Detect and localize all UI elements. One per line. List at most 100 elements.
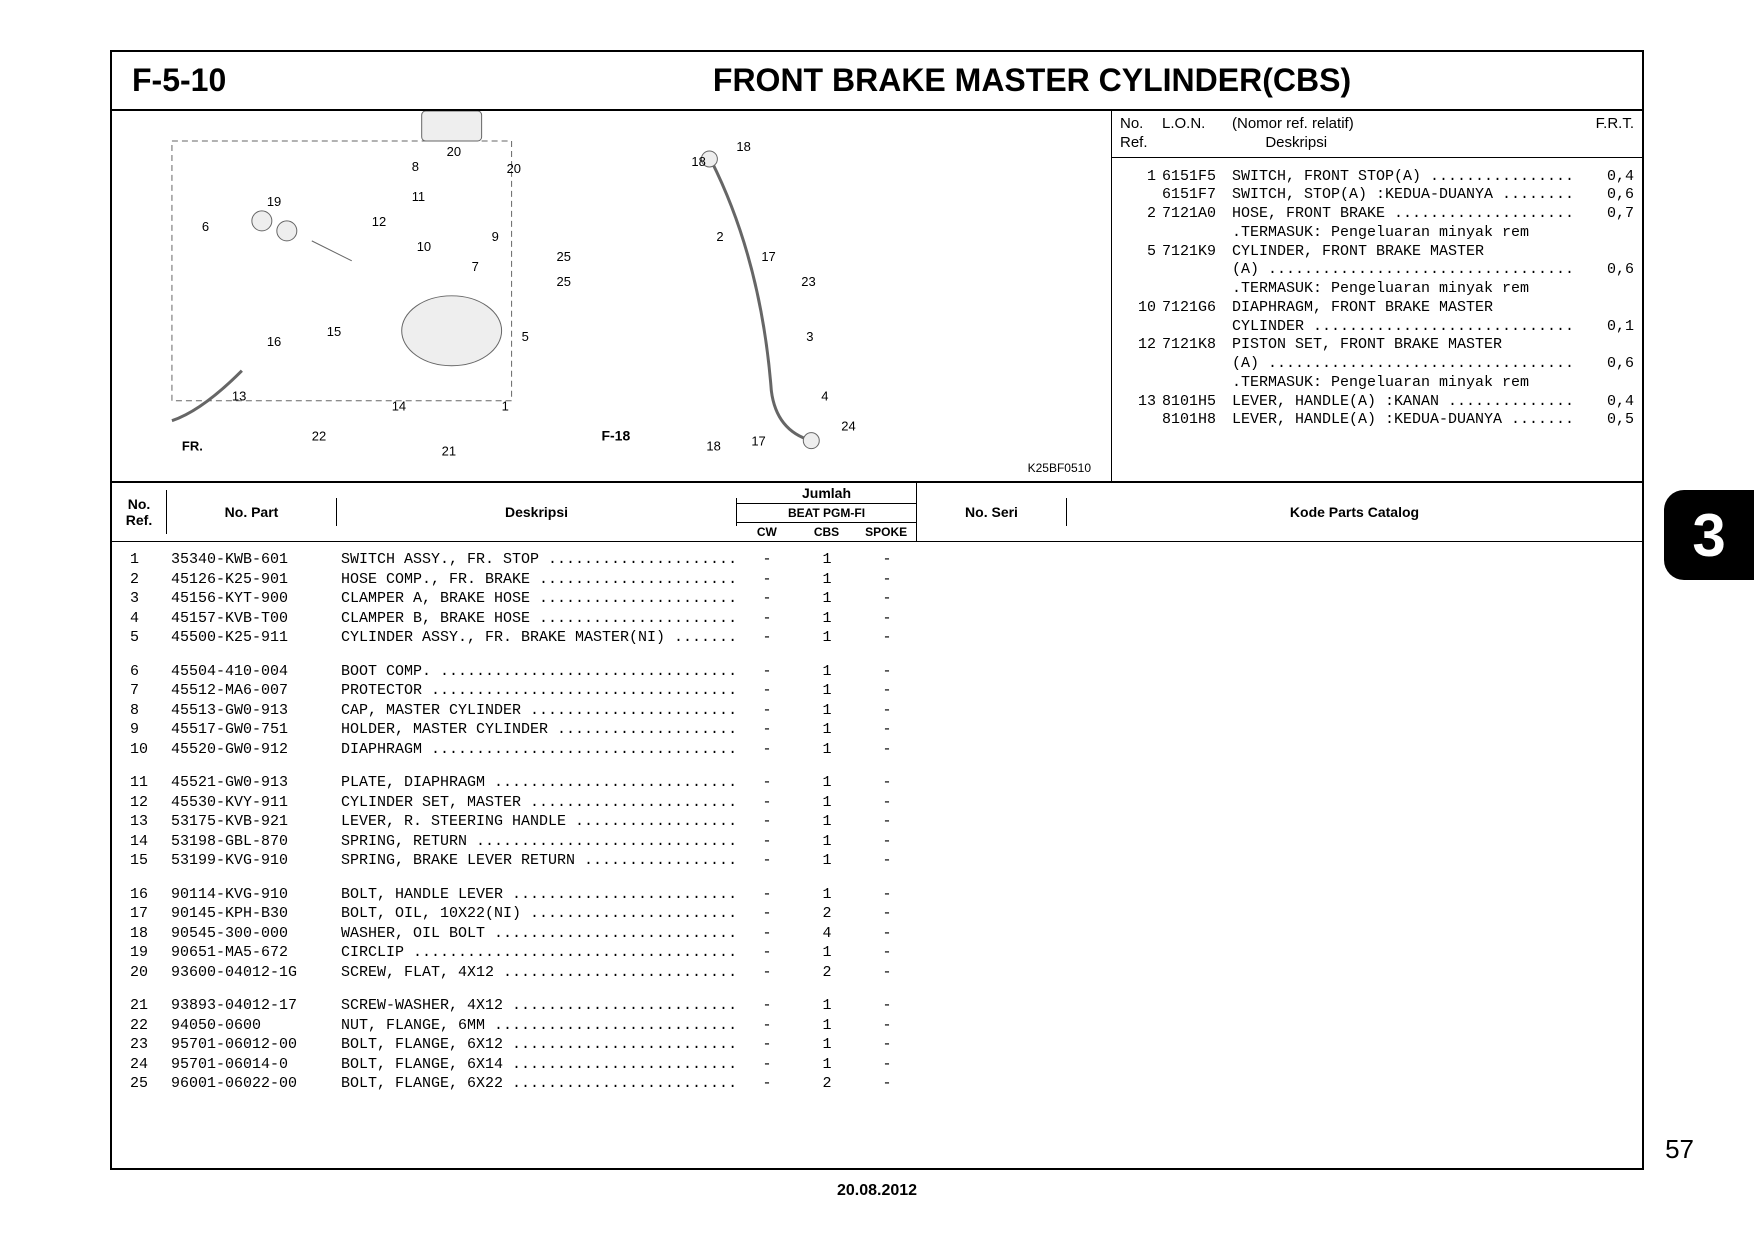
svg-text:10: 10 (417, 239, 431, 254)
ref-hdr-lon: L.O.N. (1162, 115, 1232, 153)
parts-row: 2294050-0600NUT, FLANGE, 6MM ...........… (112, 1016, 1642, 1036)
parts-row: 745512-MA6-007PROTECTOR ................… (112, 681, 1642, 701)
ph-qty-cw: CW (737, 523, 797, 541)
svg-text:18: 18 (691, 154, 705, 169)
ph-part: No. Part (167, 498, 337, 526)
ph-qty-top: Jumlah (737, 483, 916, 504)
parts-row: 645504-410-004BOOT COMP. ...............… (112, 662, 1642, 682)
svg-text:24: 24 (841, 419, 855, 434)
svg-text:16: 16 (267, 334, 281, 349)
ref-table-header: No.Ref. L.O.N. (Nomor ref. relatif) Desk… (1112, 111, 1642, 158)
parts-row: 2193893-04012-17SCREW-WASHER, 4X12 .....… (112, 996, 1642, 1016)
ref-row: CYLINDER .............................0,… (1120, 318, 1634, 337)
ph-kode: Kode Parts Catalog (1067, 498, 1642, 526)
parts-row: 1890545-300-000WASHER, OIL BOLT ........… (112, 924, 1642, 944)
parts-row: 1990651-MA5-672CIRCLIP .................… (112, 943, 1642, 963)
section-tab: 3 (1664, 490, 1754, 580)
page-title: FRONT BRAKE MASTER CYLINDER(CBS) (422, 52, 1642, 109)
svg-text:2: 2 (716, 229, 723, 244)
ref-row: .TERMASUK: Pengeluaran minyak rem (1120, 224, 1634, 243)
diagram-svg: 619 1211 1020 820 79 2525 1615 1314 2221… (112, 111, 1111, 481)
parts-row: 1453198-GBL-870SPRING, RETURN ..........… (112, 832, 1642, 852)
svg-text:18: 18 (706, 439, 720, 454)
parts-row: 2395701-06012-00BOLT, FLANGE, 6X12 .....… (112, 1035, 1642, 1055)
ref-row: 27121A0HOSE, FRONT BRAKE ...............… (1120, 205, 1634, 224)
parts-row: 1145521-GW0-913PLATE, DIAPHRAGM ........… (112, 773, 1642, 793)
parts-table-body: 135340-KWB-601SWITCH ASSY., FR. STOP ...… (112, 542, 1642, 1168)
parts-row: 2093600-04012-1GSCREW, FLAT, 4X12 ......… (112, 963, 1642, 983)
parts-row: 445157-KVB-T00CLAMPER B, BRAKE HOSE ....… (112, 609, 1642, 629)
ph-qty-mid: BEAT PGM-FI (737, 504, 916, 523)
svg-text:19: 19 (267, 194, 281, 209)
ph-qty: Jumlah BEAT PGM-FI CW CBS SPOKE (737, 483, 917, 541)
ref-row: (A) ..................................0,… (1120, 261, 1634, 280)
parts-row: 845513-GW0-913CAP, MASTER CYLINDER .....… (112, 701, 1642, 721)
svg-text:6: 6 (202, 219, 209, 234)
page-number: 57 (1665, 1134, 1694, 1165)
ref-row: .TERMASUK: Pengeluaran minyak rem (1120, 374, 1634, 393)
ph-qty-cbs: CBS (797, 523, 857, 541)
svg-text:1: 1 (502, 399, 509, 414)
footer-date: 20.08.2012 (0, 1182, 1754, 1200)
svg-text:22: 22 (312, 429, 326, 444)
svg-text:20: 20 (447, 144, 461, 159)
ph-qty-spoke: SPOKE (856, 523, 916, 541)
svg-text:11: 11 (412, 189, 425, 204)
svg-text:23: 23 (801, 274, 815, 289)
svg-text:FR.: FR. (182, 439, 203, 454)
reference-table: No.Ref. L.O.N. (Nomor ref. relatif) Desk… (1112, 111, 1642, 481)
parts-row: 1553199-KVG-910SPRING, BRAKE LEVER RETUR… (112, 851, 1642, 871)
lower-section: No.Ref. No. Part Deskripsi Jumlah BEAT P… (112, 483, 1642, 1168)
ref-row: 127121K8PISTON SET, FRONT BRAKE MASTER (1120, 336, 1634, 355)
svg-text:25: 25 (557, 249, 571, 264)
svg-text:7: 7 (472, 259, 479, 274)
parts-row: 135340-KWB-601SWITCH ASSY., FR. STOP ...… (112, 550, 1642, 570)
svg-text:21: 21 (442, 444, 456, 459)
parts-table-header: No.Ref. No. Part Deskripsi Jumlah BEAT P… (112, 483, 1642, 542)
ref-row: 138101H5LEVER, HANDLE(A) :KANAN ........… (1120, 393, 1634, 412)
svg-text:17: 17 (751, 434, 765, 449)
ref-row: 107121G6DIAPHRAGM, FRONT BRAKE MASTER (1120, 299, 1634, 318)
svg-text:12: 12 (372, 214, 386, 229)
ref-hdr-desc-label: Deskripsi (1265, 134, 1327, 151)
parts-row: 2495701-06014-0BOLT, FLANGE, 6X14 ......… (112, 1055, 1642, 1075)
ph-desc: Deskripsi (337, 498, 737, 526)
ref-table-body: 16151F5SWITCH, FRONT STOP(A) ...........… (1112, 158, 1642, 441)
ref-row: 8101H8LEVER, HANDLE(A) :KEDUA-DUANYA ...… (1120, 411, 1634, 430)
svg-text:14: 14 (392, 399, 406, 414)
svg-text:13: 13 (232, 389, 246, 404)
ref-row: 16151F5SWITCH, FRONT STOP(A) ...........… (1120, 168, 1634, 187)
svg-text:20: 20 (507, 161, 521, 176)
diagram-id: K25BF0510 (1028, 461, 1091, 475)
ph-ref: No.Ref. (112, 490, 167, 534)
ref-row: 57121K9CYLINDER, FRONT BRAKE MASTER (1120, 243, 1634, 262)
ref-hdr-no: No.Ref. (1120, 115, 1162, 153)
parts-row: 1353175-KVB-921LEVER, R. STEERING HANDLE… (112, 812, 1642, 832)
ph-seri: No. Seri (917, 498, 1067, 526)
svg-text:5: 5 (522, 329, 529, 344)
svg-text:18: 18 (736, 139, 750, 154)
parts-row: 1245530-KVY-911CYLINDER SET, MASTER ....… (112, 793, 1642, 813)
parts-row: 1045520-GW0-912DIAPHRAGM ...............… (112, 740, 1642, 760)
svg-text:17: 17 (761, 249, 775, 264)
section-code: F-5-10 (112, 52, 422, 109)
ref-row: 6151F7SWITCH, STOP(A) :KEDUA-DUANYA ....… (1120, 186, 1634, 205)
parts-row: 1690114-KVG-910BOLT, HANDLE LEVER ......… (112, 885, 1642, 905)
header-row: F-5-10 FRONT BRAKE MASTER CYLINDER(CBS) (112, 52, 1642, 111)
ref-row: (A) ..................................0,… (1120, 355, 1634, 374)
svg-text:3: 3 (806, 329, 813, 344)
parts-row: 245126-K25-901HOSE COMP., FR. BRAKE ....… (112, 570, 1642, 590)
parts-row: 2596001-06022-00BOLT, FLANGE, 6X22 .....… (112, 1074, 1642, 1094)
page-frame: F-5-10 FRONT BRAKE MASTER CYLINDER(CBS) (110, 50, 1644, 1170)
parts-row: 945517-GW0-751HOLDER, MASTER CYLINDER ..… (112, 720, 1642, 740)
parts-row: 545500-K25-911CYLINDER ASSY., FR. BRAKE … (112, 628, 1642, 648)
exploded-diagram: 619 1211 1020 820 79 2525 1615 1314 2221… (112, 111, 1112, 481)
ref-hdr-nomor: (Nomor ref. relatif) (1232, 115, 1354, 132)
svg-text:15: 15 (327, 324, 341, 339)
parts-row: 1790145-KPH-B30BOLT, OIL, 10X22(NI) ....… (112, 904, 1642, 924)
svg-text:8: 8 (412, 159, 419, 174)
upper-section: 619 1211 1020 820 79 2525 1615 1314 2221… (112, 111, 1642, 483)
parts-row: 345156-KYT-900CLAMPER A, BRAKE HOSE ....… (112, 589, 1642, 609)
ref-hdr-desc: (Nomor ref. relatif) Deskripsi (1232, 115, 1584, 153)
diagram-crossref: F-18 (602, 428, 631, 444)
